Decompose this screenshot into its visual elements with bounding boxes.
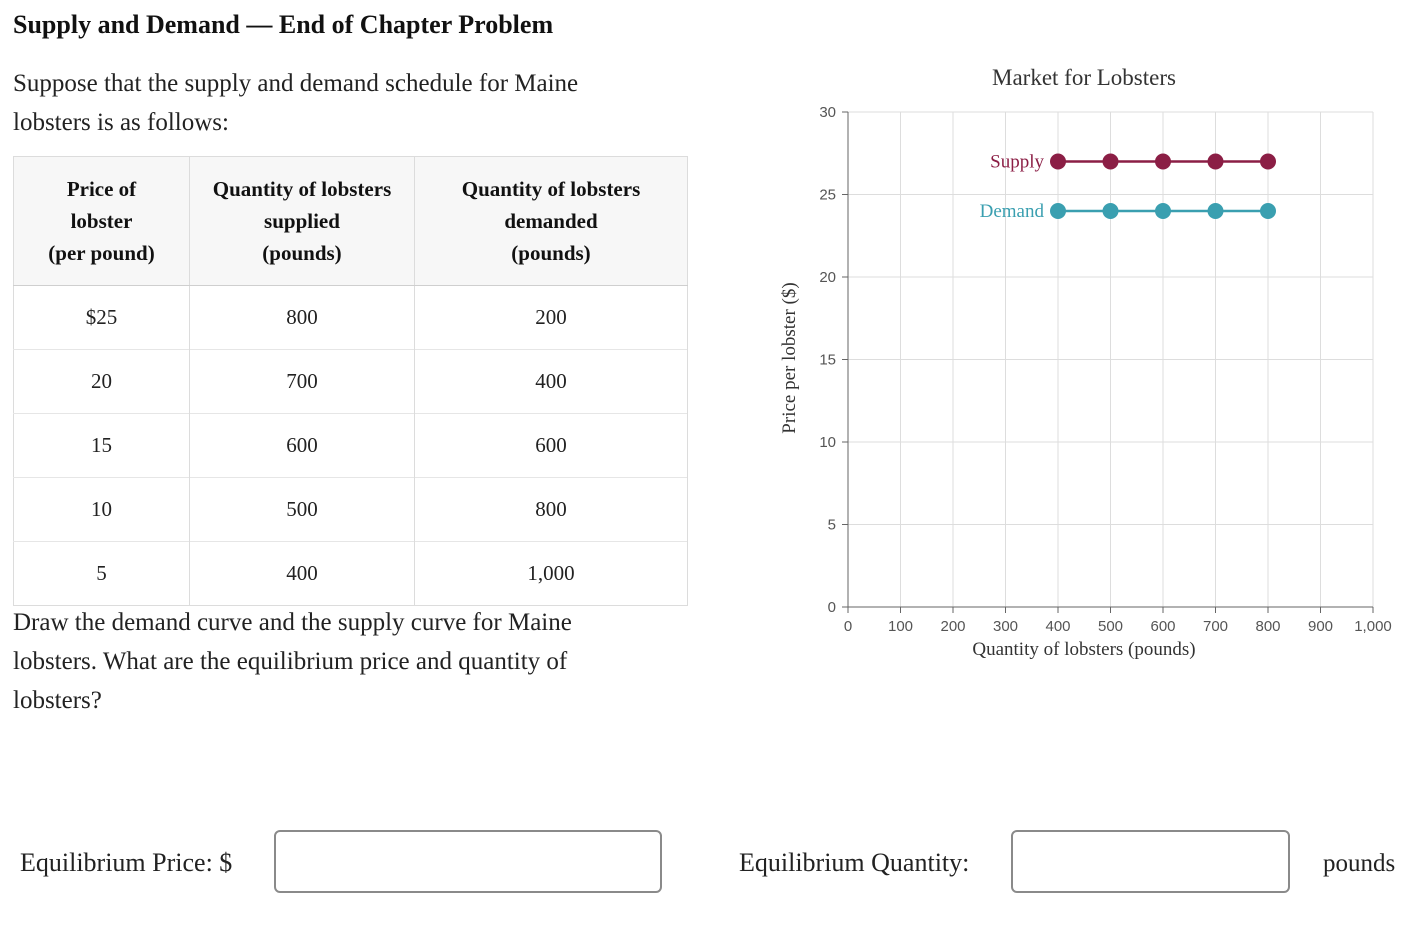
table-row: 10 500 800 (13, 477, 688, 542)
demand-point[interactable] (1260, 203, 1276, 219)
cell-quantity-supplied: 400 (189, 541, 415, 606)
y-tick-label: 25 (819, 187, 836, 204)
cell-quantity-demanded: 600 (414, 413, 688, 478)
supply-point[interactable] (1207, 153, 1224, 170)
x-tick-label: 600 (1150, 618, 1175, 635)
equilibrium-price-input[interactable] (274, 830, 662, 893)
supply-point[interactable] (1155, 153, 1171, 170)
supply-series-label: Supply (990, 152, 1044, 173)
x-tick-label: 1,000 (1354, 618, 1392, 635)
x-tick-label: 900 (1308, 618, 1333, 635)
demand-series-label: Demand (980, 201, 1045, 222)
problem-intro: Suppose that the supply and demand sched… (13, 70, 579, 136)
chart-axes: 0 100 200 300 400 500 600 700 800 900 1,000 0 5 10 15 2… (819, 104, 1391, 635)
header-line: Quantity of lobsters (461, 177, 641, 201)
header-line: (per pound) (48, 241, 155, 265)
x-tick-label: 500 (1098, 618, 1123, 635)
quantity-unit-label: pounds (1323, 850, 1396, 877)
header-line: Price of (66, 177, 137, 201)
table-row: 5 400 1,000 (13, 541, 688, 606)
cell-quantity-supplied: 600 (189, 413, 415, 478)
page-title: Supply and Demand — End of Chapter Probl… (13, 10, 554, 39)
cell-quantity-supplied: 500 (189, 477, 415, 542)
y-tick-label: 0 (828, 599, 836, 616)
supply-point[interactable] (1102, 153, 1119, 170)
x-axis-label: Quantity of lobsters (pounds) (972, 639, 1195, 660)
column-header-quantity-demanded: Quantity of lobsters demanded (pounds) (414, 156, 688, 286)
chart-grid (848, 111, 1374, 607)
x-tick-label: 100 (888, 618, 913, 635)
y-tick-label: 5 (828, 517, 836, 534)
column-header-price: Price of lobster (per pound) (13, 156, 190, 286)
x-tick-label: 200 (940, 618, 965, 635)
y-tick-label: 20 (819, 269, 836, 286)
header-line: Quantity of lobsters (212, 177, 392, 201)
equilibrium-quantity-label: Equilibrium Quantity: (739, 848, 970, 877)
problem-prompt: Draw the demand curve and the supply cur… (13, 609, 572, 714)
x-tick-label: 300 (993, 618, 1018, 635)
demand-point[interactable] (1155, 203, 1171, 219)
supply-point[interactable] (1050, 153, 1066, 170)
cell-quantity-demanded: 1,000 (414, 541, 688, 606)
y-axis-label: Price per lobster ($) (779, 282, 800, 433)
header-line: lobster (70, 209, 133, 233)
table-header-row: Price of lobster (per pound) Quantity of… (13, 156, 688, 286)
table-row: 20 700 400 (13, 349, 688, 414)
header-line: supplied (264, 209, 340, 233)
table-row: $25 800 200 (13, 285, 688, 350)
demand-point[interactable] (1102, 203, 1119, 219)
header-line: demanded (504, 209, 598, 233)
demand-point[interactable] (1207, 203, 1224, 219)
equilibrium-quantity-input[interactable] (1011, 830, 1290, 893)
y-tick-label: 30 (819, 104, 836, 121)
cell-quantity-supplied: 800 (189, 285, 415, 350)
supply-demand-schedule-table: Price of lobster (per pound) Quantity of… (13, 156, 688, 606)
x-tick-label: 800 (1255, 618, 1280, 635)
cell-price: 15 (13, 413, 190, 478)
chart-title: Market for Lobsters (992, 65, 1176, 90)
header-line: (pounds) (262, 241, 342, 265)
cell-price: $25 (13, 285, 190, 350)
lobster-market-chart[interactable]: Market for Lobsters 0 100 200 300 400 500 600 7… (760, 50, 1410, 670)
x-tick-label: 700 (1203, 618, 1228, 635)
x-tick-label: 0 (844, 618, 852, 635)
column-header-quantity-supplied: Quantity of lobsters supplied (pounds) (189, 156, 415, 286)
cell-quantity-demanded: 200 (414, 285, 688, 350)
table-row: 15 600 600 (13, 413, 688, 478)
supply-point[interactable] (1260, 153, 1276, 170)
equilibrium-price-label: Equilibrium Price: $ (20, 848, 233, 877)
header-line: (pounds) (511, 241, 591, 265)
cell-price: 5 (13, 541, 190, 606)
y-tick-label: 10 (819, 434, 836, 451)
cell-price: 10 (13, 477, 190, 542)
cell-price: 20 (13, 349, 190, 414)
x-tick-label: 400 (1045, 618, 1070, 635)
cell-quantity-demanded: 800 (414, 477, 688, 542)
cell-quantity-demanded: 400 (414, 349, 688, 414)
cell-quantity-supplied: 700 (189, 349, 415, 414)
demand-point[interactable] (1050, 203, 1066, 219)
y-tick-label: 15 (819, 352, 836, 369)
chart-series[interactable]: Supply Demand (980, 152, 1276, 223)
